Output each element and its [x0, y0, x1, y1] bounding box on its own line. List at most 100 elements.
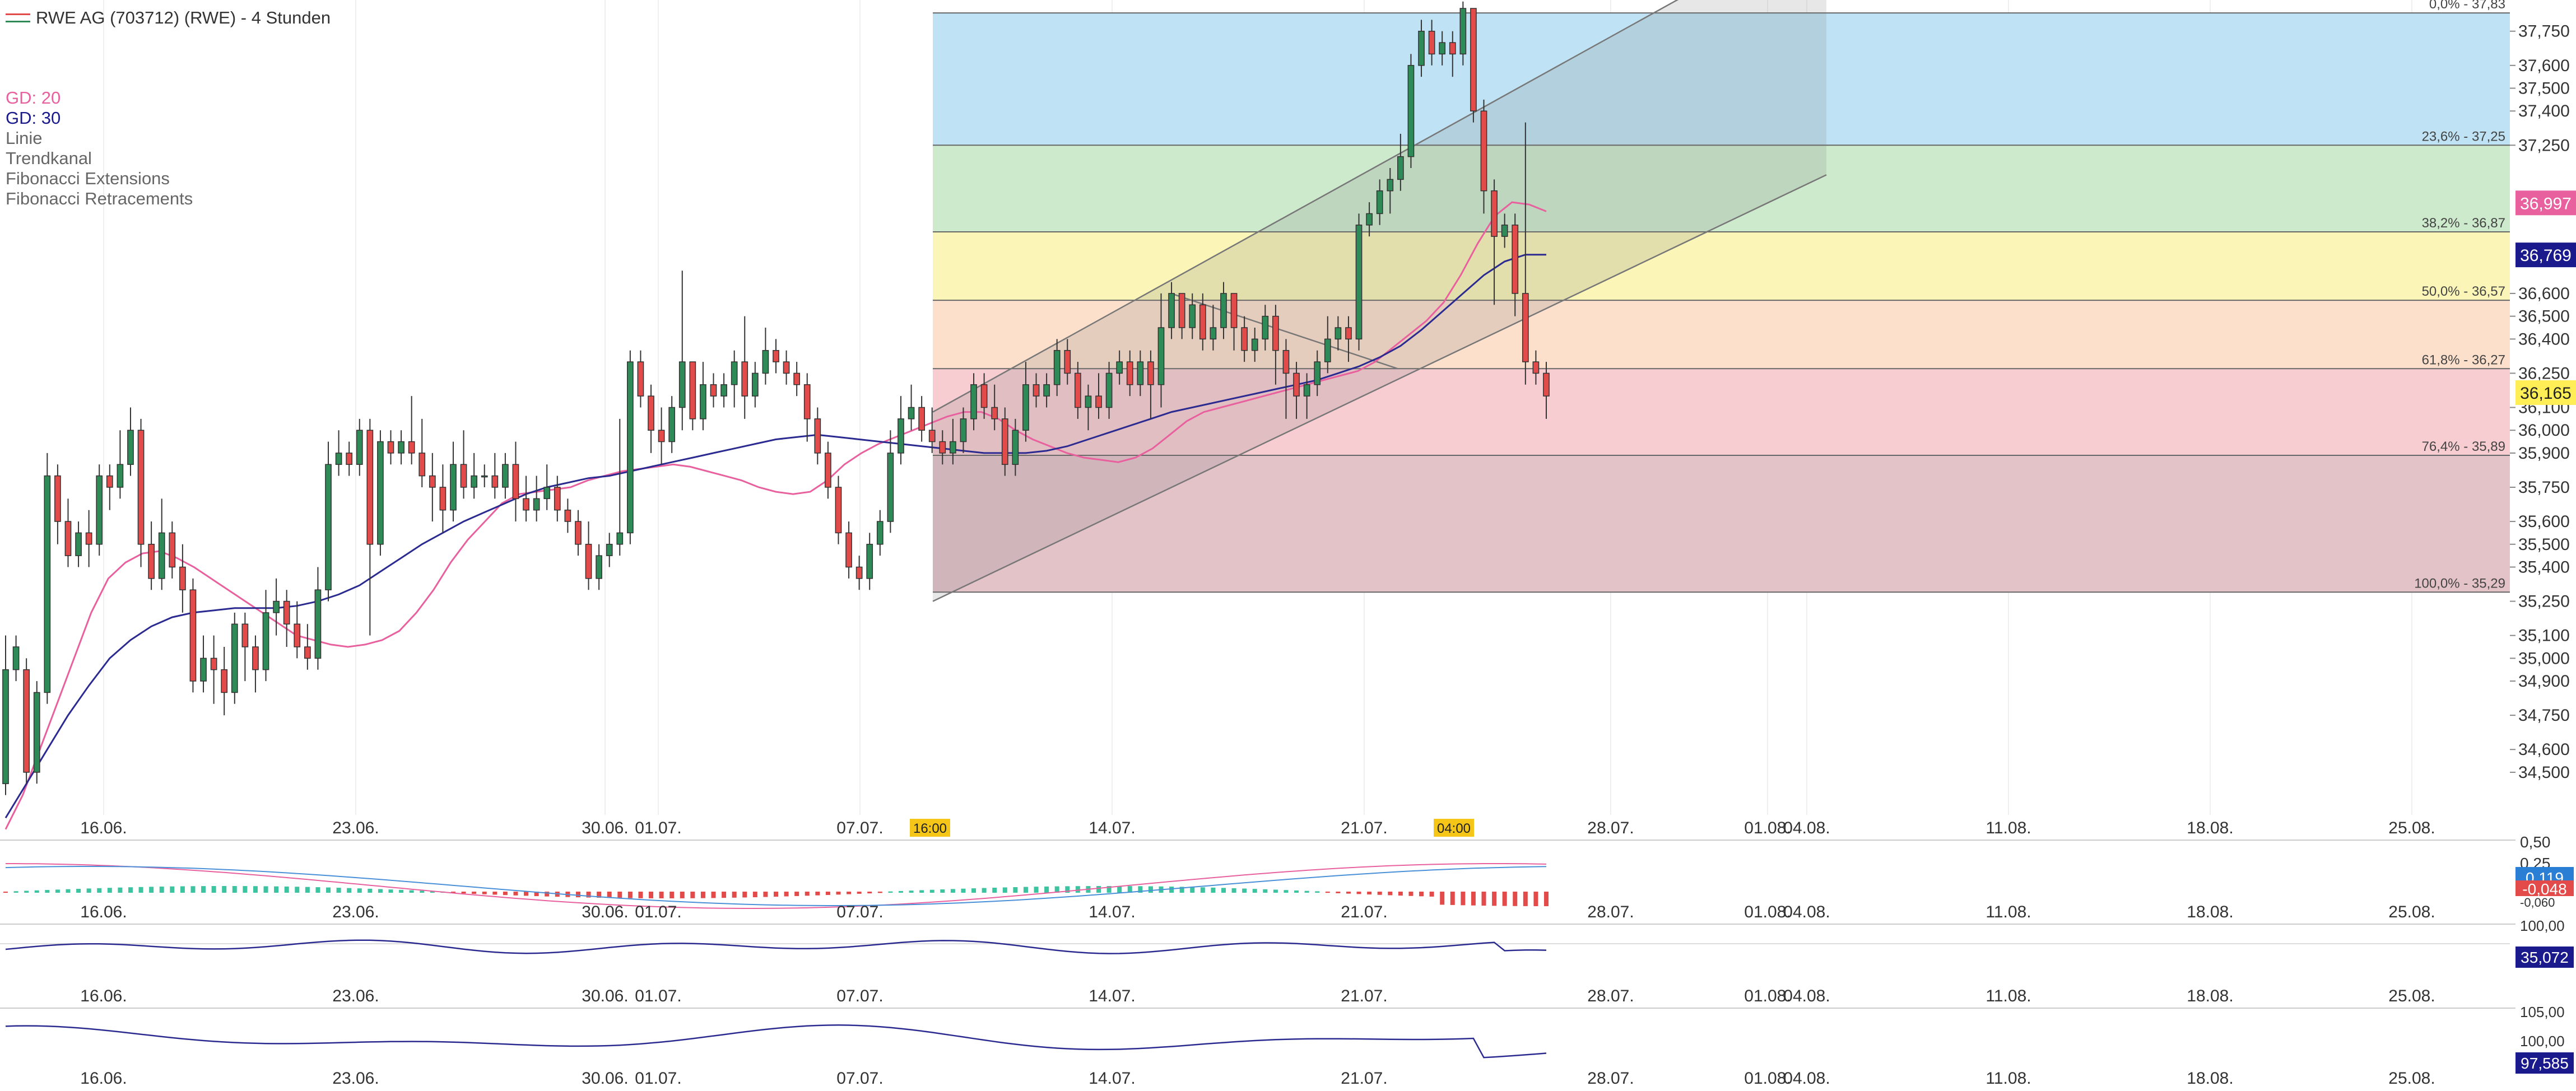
y-tick-label: 35,250 [2518, 593, 2570, 611]
fib-level-label: 38,2% - 36,87 [2422, 216, 2505, 231]
candle-body [627, 361, 634, 534]
trend-line [1170, 292, 1398, 370]
candle-body [606, 544, 613, 556]
macd-histogram-bar [180, 886, 185, 893]
x-tick-label: 28.07. [1587, 1069, 1634, 1088]
y-tick-label: 36,000 [2518, 421, 2570, 440]
candle-body [564, 509, 571, 522]
macd-histogram-bar [1544, 892, 1549, 906]
legend-item-trendkanal[interactable]: Trendkanal [6, 148, 92, 168]
legend-item-fibonacci-extensions[interactable]: Fibonacci Extensions [6, 169, 170, 188]
x-tick-label: 14.07. [1089, 903, 1135, 921]
fib-level-label: 61,8% - 36,27 [2422, 352, 2505, 367]
legend-item-gd30[interactable]: GD: 30 [6, 108, 61, 128]
candle-body [1376, 190, 1383, 215]
fibonacci-retracement-zones: 0,0% - 37,83 23,6% - 37,25 38,2% - 36,87 50… [933, 0, 2510, 593]
candle-body [678, 361, 686, 408]
x-tick-label: 18.08. [2187, 1069, 2233, 1088]
candle-body [325, 464, 332, 590]
candle-body [1480, 110, 1487, 192]
macd-histogram-bar [1127, 886, 1132, 893]
candle-body [439, 487, 447, 511]
macd-histogram-bar [1513, 892, 1518, 906]
candle-body [616, 532, 624, 545]
candle-body [928, 430, 936, 442]
candle-body [1397, 156, 1404, 180]
macd-histogram-bar [575, 892, 580, 898]
candle-body [408, 441, 415, 454]
candle-body [585, 544, 592, 579]
macd-histogram-bar [170, 886, 175, 893]
candle-body [1178, 293, 1185, 328]
candle-body [980, 384, 988, 408]
candle-body [596, 555, 602, 579]
candle-body [33, 692, 40, 773]
candle-body [908, 407, 915, 419]
candle-body [970, 384, 977, 419]
macd-histogram-bar [399, 889, 404, 893]
fib-zone [933, 369, 2510, 455]
macd-histogram-bar [1294, 890, 1299, 893]
legend-item-gd20[interactable]: GD: 20 [6, 88, 61, 108]
macd-histogram-bar [274, 886, 279, 893]
macd-histogram-bar [1304, 890, 1309, 893]
macd-axis-label: 0,50 [2520, 833, 2551, 851]
macd-histogram-bar [534, 892, 539, 897]
candle-body [918, 407, 925, 431]
candle-body [1314, 361, 1321, 385]
x-tick-label: 04.08. [1783, 903, 1830, 921]
candle-body [1355, 225, 1363, 340]
macd-histogram-bar [1367, 892, 1372, 895]
macd-histogram-bar [1398, 892, 1403, 896]
candle-body [148, 544, 155, 579]
y-axis: 37,750 37,600 37,500 37,400 37,250 36,600 36,5… [2510, 22, 2576, 782]
y-tick-label: 34,750 [2518, 706, 2570, 725]
macd-histogram-bar [774, 892, 778, 897]
candle-body [1022, 384, 1029, 431]
fib-zone [933, 455, 2510, 593]
candle-body [387, 441, 394, 454]
macd-histogram-bar [732, 892, 737, 898]
macd-signal-badge [2515, 880, 2574, 896]
macd-histogram-bar [627, 892, 633, 898]
indicator-legend: GD: 20 GD: 30 Linie Trendkanal Fibonacci… [6, 88, 331, 209]
candle-body [543, 487, 551, 500]
legend-item-fibonacci-retracements[interactable]: Fibonacci Retracements [6, 189, 193, 208]
macd-histogram-bar [55, 889, 60, 893]
y-tick-label: 37,500 [2518, 80, 2570, 98]
candle-body [1137, 361, 1144, 385]
macd-histogram-bar [1106, 886, 1112, 893]
candle-body [710, 384, 717, 397]
time-marker [1434, 819, 1474, 837]
macd-histogram-bar [1388, 892, 1393, 896]
macd-histogram-bar [909, 890, 914, 893]
fib-level-label: 0,0% - 37,83 [2429, 0, 2505, 12]
x-tick-label: 25.08. [2388, 903, 2435, 921]
candle-body [450, 464, 457, 511]
ma30-line [4, 254, 1546, 819]
candle-body [179, 566, 186, 590]
legend-item-linie[interactable]: Linie [6, 128, 43, 148]
macd-histogram-bar [1419, 892, 1424, 897]
macd-histogram-bar [752, 892, 757, 898]
x-tick-label: 01.08. [1744, 903, 1791, 921]
candle-body [231, 623, 238, 693]
macd-histogram-bar [1242, 888, 1247, 893]
macd-histogram-bar [898, 890, 903, 893]
candle-body [1210, 327, 1217, 340]
macd-histogram-bar [1148, 886, 1153, 893]
candle-body [1230, 293, 1238, 328]
x-tick-label: 23.06. [332, 1069, 379, 1088]
macd-histogram-bar [597, 892, 602, 898]
macd-histogram-bar [1065, 886, 1070, 893]
x-tick-label: 21.07. [1341, 819, 1387, 837]
macd-histogram-bar [1315, 891, 1320, 893]
candle-body [460, 464, 467, 488]
macd-histogram-bar [680, 892, 685, 898]
candle-body [1157, 327, 1165, 385]
candle-body [814, 418, 821, 454]
macd-histogram-bar [805, 892, 810, 896]
candle-body [523, 498, 529, 511]
x-tick-label: 18.08. [2187, 903, 2233, 921]
